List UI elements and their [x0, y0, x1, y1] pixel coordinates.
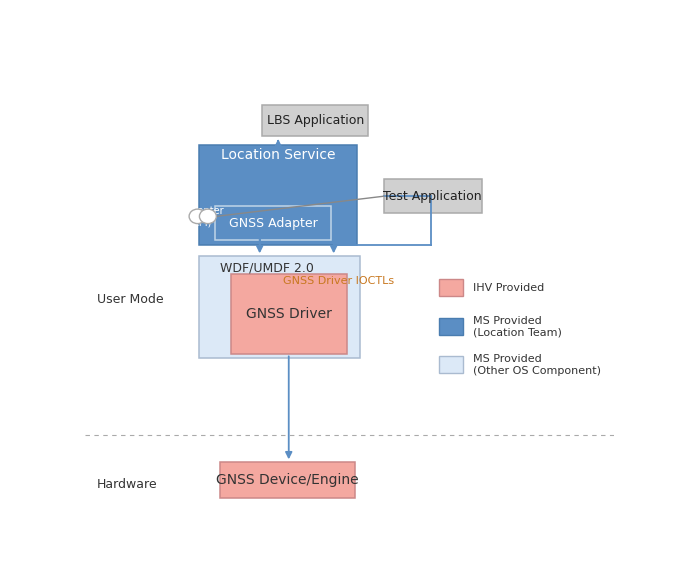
- Text: GNSS Driver IOCTLs: GNSS Driver IOCTLs: [284, 276, 395, 286]
- Bar: [439, 356, 463, 373]
- Text: IHV Provided: IHV Provided: [473, 283, 544, 293]
- Bar: [384, 179, 481, 213]
- Bar: [263, 105, 368, 136]
- Text: Location Service: Location Service: [221, 148, 336, 162]
- Text: GNSS Device/Engine: GNSS Device/Engine: [216, 473, 359, 487]
- Bar: [439, 279, 463, 296]
- Bar: [439, 318, 463, 335]
- Bar: [231, 274, 347, 353]
- Circle shape: [189, 209, 206, 223]
- Text: Test Application: Test Application: [383, 190, 482, 203]
- Text: Hardware: Hardware: [97, 478, 158, 492]
- Bar: [215, 206, 331, 240]
- Circle shape: [199, 209, 216, 223]
- Text: WDF/UMDF 2.0: WDF/UMDF 2.0: [220, 261, 314, 274]
- Bar: [199, 256, 360, 358]
- Text: MS Provided
(Other OS Component): MS Provided (Other OS Component): [473, 354, 601, 376]
- Bar: [199, 145, 357, 245]
- Text: MS Provided
(Location Team): MS Provided (Location Team): [473, 316, 561, 337]
- Text: IGnssAdapter
(GNSS API): IGnssAdapter (GNSS API): [158, 206, 224, 227]
- Text: LBS Application: LBS Application: [267, 114, 364, 127]
- Text: GNSS Adapter: GNSS Adapter: [228, 217, 317, 230]
- Text: User Mode: User Mode: [97, 293, 164, 306]
- Bar: [220, 462, 355, 499]
- Text: GNSS Driver: GNSS Driver: [246, 307, 331, 321]
